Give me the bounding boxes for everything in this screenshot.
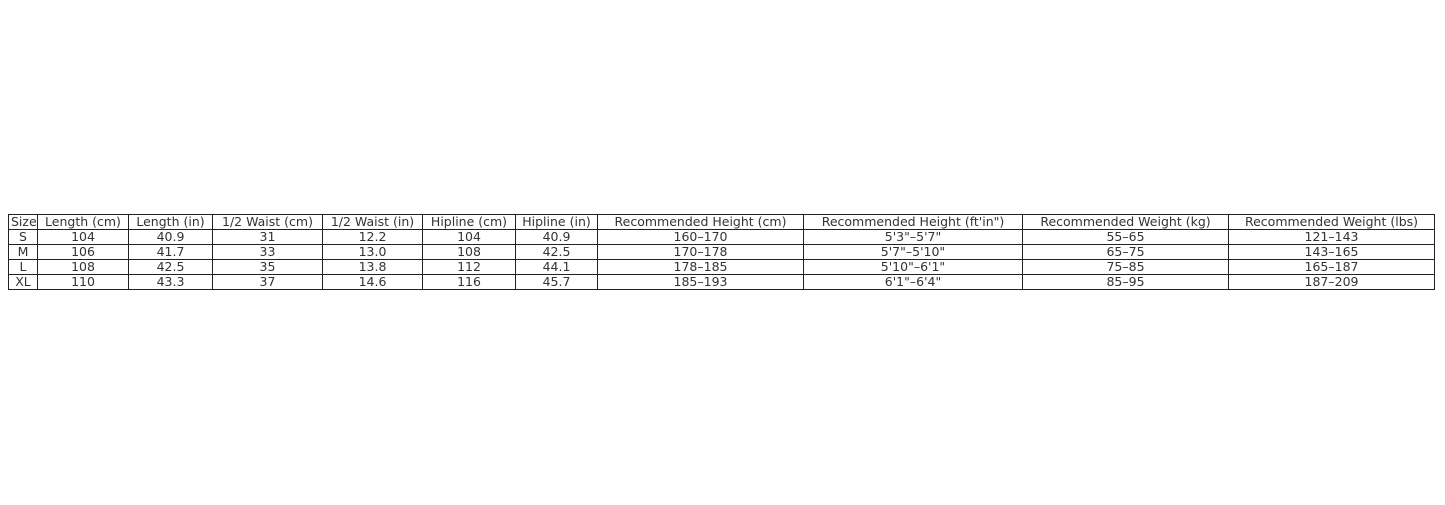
column-header: Length (in) bbox=[128, 214, 213, 230]
table-cell: 40.9 bbox=[515, 229, 598, 245]
table-cell: 35 bbox=[212, 259, 323, 275]
column-header: Hipline (cm) bbox=[422, 214, 516, 230]
table-cell: 178–185 bbox=[597, 259, 804, 275]
column-header: Recommended Weight (kg) bbox=[1022, 214, 1229, 230]
table-cell: 110 bbox=[37, 274, 129, 290]
size-chart-table: Size Length (cm) Length (in) 1/2 Waist (cm)… bbox=[8, 214, 1435, 290]
table-row: M 106 41.7 33 13.0 108 42.5 170–178 5'7"–5'10" 65… bbox=[8, 244, 1435, 260]
table-cell: 42.5 bbox=[128, 259, 213, 275]
table-cell: 85–95 bbox=[1022, 274, 1229, 290]
table-cell: 40.9 bbox=[128, 229, 213, 245]
size-chart-head: Size Length (cm) Length (in) 1/2 Waist (cm)… bbox=[8, 214, 1435, 230]
column-header: Recommended Height (ft'in") bbox=[803, 214, 1023, 230]
table-row: S 104 40.9 31 12.2 104 40.9 160–170 5'3"–5'7" 55–… bbox=[8, 229, 1435, 245]
table-cell: 33 bbox=[212, 244, 323, 260]
table-row: L 108 42.5 35 13.8 112 44.1 178–185 5'10"–6'1" 75… bbox=[8, 259, 1435, 275]
table-cell: 37 bbox=[212, 274, 323, 290]
table-cell: 42.5 bbox=[515, 244, 598, 260]
table-cell: 5'10"–6'1" bbox=[803, 259, 1023, 275]
table-cell: 112 bbox=[422, 259, 516, 275]
table-cell: 6'1"–6'4" bbox=[803, 274, 1023, 290]
size-chart-body: S 104 40.9 31 12.2 104 40.9 160–170 5'3"–5'7" 55–… bbox=[8, 229, 1435, 290]
column-header: Length (cm) bbox=[37, 214, 129, 230]
header-row: Size Length (cm) Length (in) 1/2 Waist (cm)… bbox=[8, 214, 1435, 230]
table-cell: 5'3"–5'7" bbox=[803, 229, 1023, 245]
table-cell: 75–85 bbox=[1022, 259, 1229, 275]
column-header: Recommended Height (cm) bbox=[597, 214, 804, 230]
table-cell: 41.7 bbox=[128, 244, 213, 260]
table-cell: 5'7"–5'10" bbox=[803, 244, 1023, 260]
table-cell: L bbox=[8, 259, 38, 275]
table-cell: 44.1 bbox=[515, 259, 598, 275]
table-cell: S bbox=[8, 229, 38, 245]
table-cell: 165–187 bbox=[1228, 259, 1435, 275]
table-cell: 43.3 bbox=[128, 274, 213, 290]
column-header: Hipline (in) bbox=[515, 214, 598, 230]
table-cell: 65–75 bbox=[1022, 244, 1229, 260]
table-cell: 55–65 bbox=[1022, 229, 1229, 245]
table-cell: 121–143 bbox=[1228, 229, 1435, 245]
table-row: XL 110 43.3 37 14.6 116 45.7 185–193 6'1"–6'4" 85… bbox=[8, 274, 1435, 290]
table-cell: 160–170 bbox=[597, 229, 804, 245]
table-cell: 185–193 bbox=[597, 274, 804, 290]
table-cell: 187–209 bbox=[1228, 274, 1435, 290]
table-cell: 104 bbox=[422, 229, 516, 245]
table-cell: 108 bbox=[422, 244, 516, 260]
table-cell: 13.0 bbox=[322, 244, 423, 260]
table-cell: 116 bbox=[422, 274, 516, 290]
column-header: 1/2 Waist (cm) bbox=[212, 214, 323, 230]
table-cell: XL bbox=[8, 274, 38, 290]
table-cell: 108 bbox=[37, 259, 129, 275]
table-cell: 13.8 bbox=[322, 259, 423, 275]
table-cell: 12.2 bbox=[322, 229, 423, 245]
table-cell: 143–165 bbox=[1228, 244, 1435, 260]
table-cell: 14.6 bbox=[322, 274, 423, 290]
table-cell: 45.7 bbox=[515, 274, 598, 290]
table-cell: 170–178 bbox=[597, 244, 804, 260]
column-header: Size bbox=[8, 214, 38, 230]
column-header: 1/2 Waist (in) bbox=[322, 214, 423, 230]
column-header: Recommended Weight (lbs) bbox=[1228, 214, 1435, 230]
table-cell: M bbox=[8, 244, 38, 260]
table-cell: 104 bbox=[37, 229, 129, 245]
table-cell: 106 bbox=[37, 244, 129, 260]
table-cell: 31 bbox=[212, 229, 323, 245]
